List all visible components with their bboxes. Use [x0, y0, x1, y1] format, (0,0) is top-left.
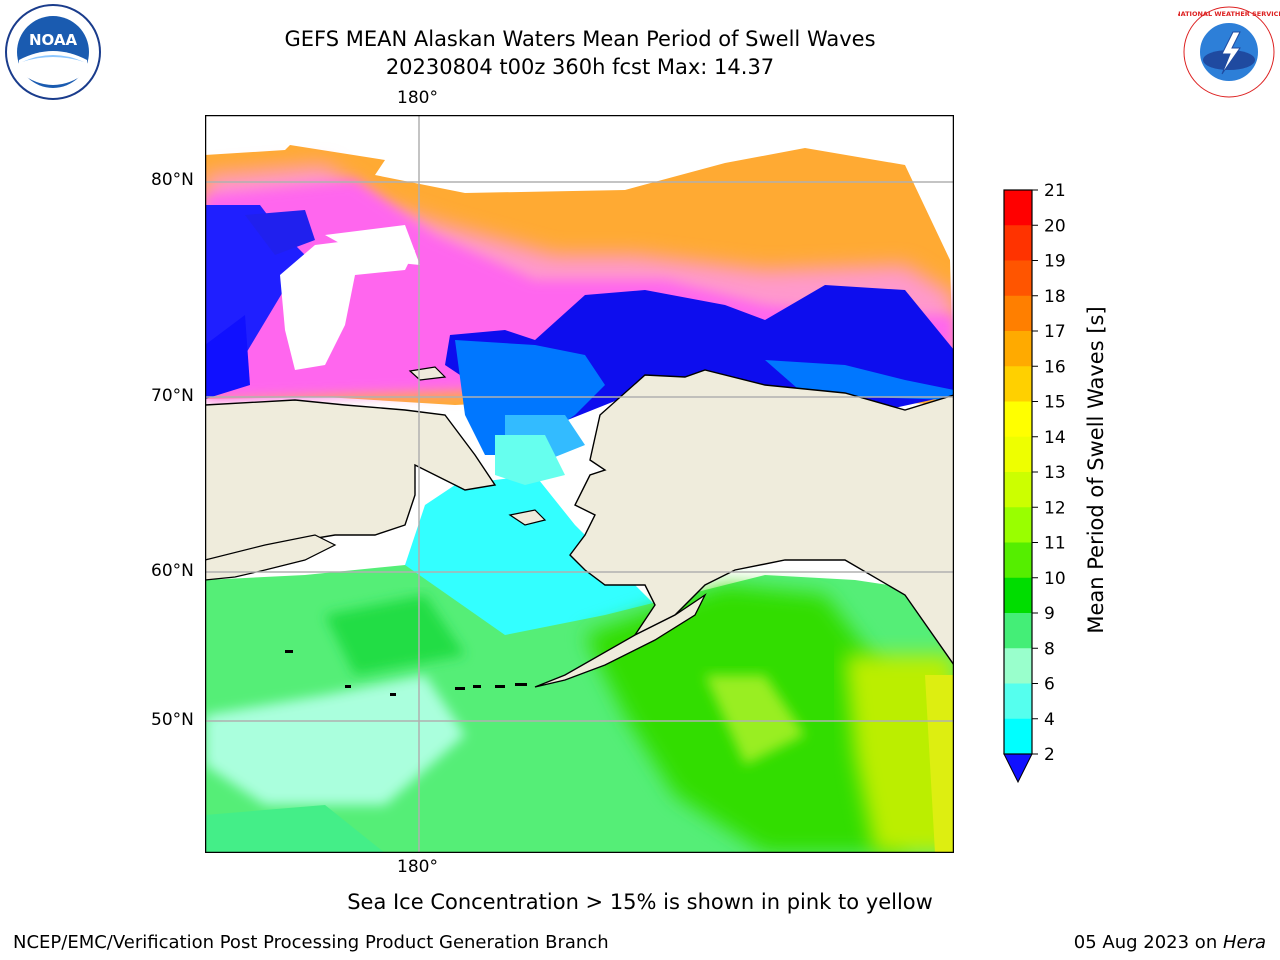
colorbar-tick-label: 20	[1044, 216, 1066, 236]
colorbar: 21 20 19 18 17 16 15 14 13 12 11 10 9 8 6 4 2	[1003, 181, 1066, 784]
north-pacific-field	[205, 565, 954, 853]
colorbar-tick-label: 13	[1044, 463, 1066, 483]
colorbar-segment	[1004, 331, 1032, 367]
footer-date: 05 Aug 2023 on Hera	[1074, 932, 1266, 953]
colorbar-segment	[1004, 295, 1032, 332]
sea-ice-note: Sea Ice Concentration > 15% is shown in …	[347, 890, 933, 914]
colorbar-tick-label: 6	[1044, 675, 1055, 695]
colorbar-tick-label: 14	[1044, 428, 1066, 448]
colorbar-tick-label: 12	[1044, 498, 1066, 518]
colorbar-tick-label: 10	[1044, 569, 1066, 589]
colorbar-segment	[1004, 718, 1032, 755]
footer-credit: NCEP/EMC/Verification Post Processing Pr…	[13, 932, 609, 953]
lat-label-50n: 50°N	[151, 710, 194, 730]
colorbar-tick-label: 19	[1044, 252, 1066, 272]
colorbar-tick-label: 15	[1044, 393, 1066, 413]
colorbar-tick-label: 8	[1044, 639, 1055, 659]
colorbar-segment	[1004, 613, 1032, 649]
nws-logo-text: NATIONAL WEATHER SERVICE	[1178, 10, 1280, 18]
colorbar-segment	[1004, 401, 1032, 438]
aleutian-islands	[285, 650, 527, 696]
footer-date-text: 05 Aug 2023 on	[1073, 932, 1223, 953]
colorbar-segment	[1004, 542, 1032, 579]
colorbar-tick-label: 21	[1044, 181, 1066, 201]
colorbar-segment	[1004, 683, 1032, 720]
colorbar-segment	[1004, 577, 1032, 614]
chart-title: GEFS MEAN Alaskan Waters Mean Period of …	[284, 27, 876, 51]
colorbar-tick-label: 17	[1044, 322, 1066, 342]
noaa-logo: NOAA	[5, 4, 101, 100]
colorbar-tick-label: 4	[1044, 710, 1055, 730]
colorbar-segment	[1004, 472, 1032, 508]
colorbar-segment	[1004, 507, 1032, 543]
colorbar-segment	[1004, 648, 1032, 684]
colorbar-tick-label: 2	[1044, 745, 1055, 765]
chart-subtitle: 20230804 t00z 360h fcst Max: 14.37	[385, 55, 775, 79]
land-alaska	[569, 369, 954, 667]
colorbar-segment	[1004, 436, 1032, 473]
lon-label-top: 180°	[397, 88, 438, 108]
colorbar-segment	[1004, 260, 1032, 297]
lon-label-bottom: 180°	[397, 857, 438, 877]
colorbar-segment	[1004, 366, 1032, 402]
footer-machine: Hera	[1222, 932, 1266, 953]
lat-label-80n: 80°N	[151, 170, 194, 190]
colorbar-segment	[1004, 225, 1032, 261]
colorbar-under-arrow	[1003, 753, 1033, 784]
colorbar-label: Mean Period of Swell Waves [s]	[1084, 306, 1108, 634]
colorbar-segment	[1004, 190, 1032, 226]
lat-label-70n: 70°N	[151, 386, 194, 406]
colorbar-tick-label: 16	[1044, 357, 1066, 377]
noaa-logo-text: NOAA	[29, 31, 78, 49]
colorbar-tick-label: 9	[1044, 604, 1055, 624]
colorbar-tick-label: 11	[1044, 534, 1066, 554]
nws-logo: NATIONAL WEATHER SERVICE	[1178, 5, 1280, 99]
colorbar-tick-label: 18	[1044, 287, 1066, 307]
graticule	[205, 115, 954, 853]
lat-label-60n: 60°N	[151, 561, 194, 581]
map-panel	[205, 115, 954, 853]
